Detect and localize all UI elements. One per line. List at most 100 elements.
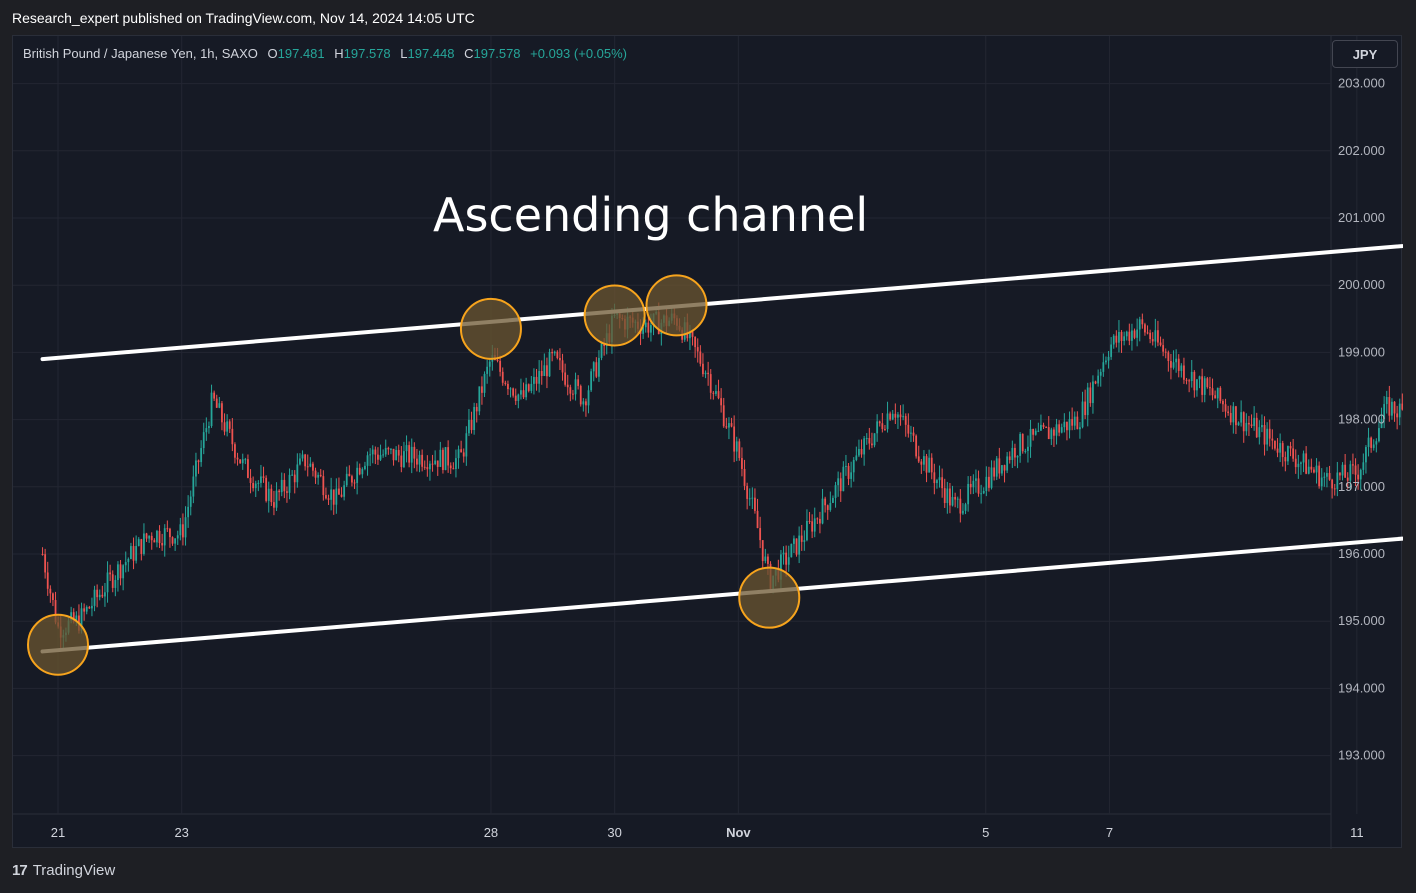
footer-brand[interactable]: 17 TradingView (12, 862, 115, 879)
candle-body (1229, 413, 1232, 423)
candle-body (1284, 457, 1287, 462)
candle-body (283, 479, 286, 492)
candle-body (1019, 433, 1022, 456)
candle-body (564, 372, 567, 385)
candle-body (1099, 371, 1102, 376)
candle-body (501, 371, 504, 383)
candle-body (767, 556, 769, 564)
candle-body (423, 466, 426, 468)
candle-body (338, 488, 340, 495)
candle-body (691, 330, 694, 337)
candle-body (748, 498, 751, 500)
candle-body (1383, 404, 1386, 419)
candle-body (1346, 477, 1349, 481)
candle-body (538, 371, 541, 384)
high-label: H (334, 46, 344, 61)
candle-body (403, 451, 405, 468)
candle-body (1349, 464, 1352, 481)
candle-body (104, 592, 106, 597)
candle-body (1380, 418, 1383, 429)
candle-body (319, 474, 322, 477)
candle-body (421, 454, 424, 467)
candle-body (852, 459, 855, 473)
channel-lines (40, 244, 1403, 654)
candle-body (1362, 462, 1365, 470)
candle-body (715, 391, 717, 394)
candle-body (221, 403, 223, 423)
candle-body (1188, 380, 1191, 382)
candle-body (975, 478, 977, 481)
candle-body (340, 494, 343, 497)
candle-body (759, 528, 762, 541)
candle-body (358, 467, 361, 475)
candle-body (832, 497, 834, 503)
chart-canvas[interactable]: 193.000 194.000 195.000 196.000 197.000 198.0… (13, 36, 1403, 849)
candle-body (187, 506, 190, 518)
candle-body (1375, 441, 1378, 445)
candle-body (293, 474, 296, 483)
candle-body (946, 488, 949, 504)
candle-body (577, 379, 580, 386)
candle-body (1235, 406, 1237, 426)
candle-body (119, 564, 122, 579)
candle-body (751, 497, 754, 499)
currency-button[interactable]: JPY (1332, 40, 1398, 68)
candle-body (527, 384, 530, 391)
x-tick-label: 11 (1350, 825, 1364, 840)
candle-body (1089, 387, 1092, 404)
candle-body (166, 528, 169, 530)
candle-body (1196, 379, 1198, 391)
candle-body (49, 588, 52, 594)
candle-body (902, 416, 905, 418)
candle-body (457, 449, 460, 459)
y-tick-label: 197.000 (1338, 479, 1385, 494)
candle-body (1164, 351, 1167, 353)
candle-body (449, 465, 452, 469)
candle-body (717, 391, 720, 399)
candle-body (306, 466, 309, 468)
candle-body (1263, 425, 1266, 445)
symbol-name: British Pound / Japanese Yen, 1h, SAXO (23, 46, 258, 61)
candle-body (124, 562, 127, 566)
candle-body (1331, 479, 1334, 489)
candle-body (972, 480, 975, 488)
candle-body (886, 413, 889, 430)
candle-body (839, 478, 842, 492)
candle-body (782, 552, 785, 555)
candle-body (746, 485, 749, 499)
candle-body (1097, 375, 1100, 384)
candle-body (265, 477, 268, 501)
candle-body (296, 464, 299, 483)
y-tick-label: 194.000 (1338, 680, 1385, 695)
candle-body (413, 446, 416, 459)
candle-body (80, 608, 83, 631)
candle-body (1076, 416, 1079, 430)
candle-body (930, 457, 933, 473)
candle-body (234, 444, 236, 458)
candle-body (1131, 330, 1133, 341)
y-tick-label: 196.000 (1338, 546, 1385, 561)
candle-body (821, 498, 824, 524)
candle-body (153, 540, 156, 543)
candle-body (969, 483, 972, 488)
chart-frame[interactable]: 193.000 194.000 195.000 196.000 197.000 198.0… (12, 35, 1403, 849)
candle-body (1268, 428, 1271, 439)
candle-body (561, 360, 564, 373)
candle-body (967, 483, 970, 505)
candle-body (434, 460, 437, 465)
candle-body (184, 517, 187, 538)
candle-body (195, 460, 197, 477)
candle-body (1162, 345, 1165, 352)
low-label: L (400, 46, 408, 61)
candle-body (891, 413, 894, 420)
candle-body (1401, 403, 1403, 410)
x-tick-label: 30 (607, 825, 621, 840)
candle-body (1050, 429, 1053, 440)
candle-body (257, 482, 260, 484)
candle-body (1149, 332, 1152, 340)
candle-body (325, 495, 327, 499)
candle-body (353, 482, 356, 484)
candle-body (1128, 331, 1131, 341)
close-value: 197.578 (473, 46, 521, 61)
candle-body (1318, 465, 1321, 487)
